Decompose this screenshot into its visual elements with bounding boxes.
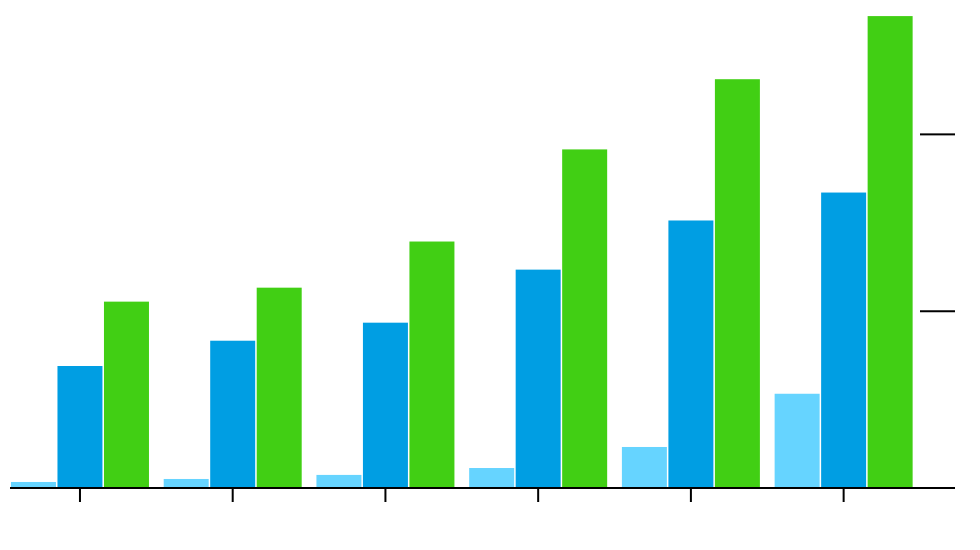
bar xyxy=(867,16,913,489)
bar xyxy=(668,220,714,488)
bar xyxy=(256,287,302,488)
bar xyxy=(57,366,103,488)
bar xyxy=(469,468,515,488)
bar xyxy=(163,478,209,488)
bar xyxy=(821,192,867,488)
bar xyxy=(210,340,256,488)
bar xyxy=(621,446,667,488)
bar xyxy=(409,241,455,488)
bar xyxy=(515,269,561,488)
bar xyxy=(316,474,362,488)
bar xyxy=(362,322,408,488)
bar xyxy=(10,481,56,488)
bar xyxy=(562,149,608,488)
bar xyxy=(103,301,149,488)
bar xyxy=(714,79,760,488)
bar xyxy=(774,393,820,488)
